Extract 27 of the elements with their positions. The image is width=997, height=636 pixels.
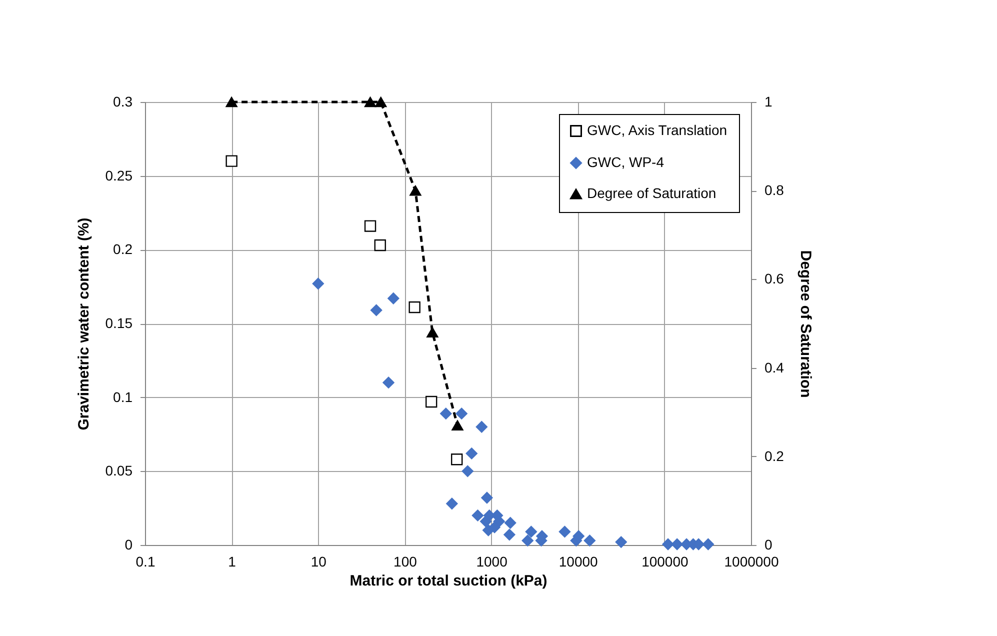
- y2-tick-label: 0.2: [764, 448, 784, 464]
- legend-label: GWC, WP-4: [587, 154, 664, 170]
- y-tick-label: 0.25: [105, 167, 133, 184]
- legend-label: GWC, Axis Translation: [587, 122, 728, 138]
- y2-tick-label: 0.6: [764, 270, 784, 287]
- x-tick-label: 1000: [476, 554, 508, 570]
- x-tick-label: 100: [394, 554, 418, 570]
- x-tick-label: 0.1: [136, 554, 156, 570]
- x-tick-label: 100000: [642, 554, 688, 570]
- x-tick-label: 10: [310, 554, 327, 570]
- x-tick-label: 10000: [558, 554, 598, 570]
- y2-tick-label: 0.8: [764, 182, 784, 198]
- x-axis-title: Matric or total suction (kPa): [350, 572, 548, 590]
- y2-tick-label: 1: [764, 94, 772, 110]
- y2-tick-label: 0: [764, 536, 772, 552]
- x-tick-label: 1000000: [724, 554, 779, 570]
- y2-tick-label: 0.4: [764, 359, 784, 376]
- y-tick-label: 0.05: [105, 462, 133, 479]
- y-axis-title: Gravimetric water content (%): [75, 218, 92, 430]
- y2-axis-title: Degree of Saturation: [796, 250, 814, 398]
- y-tick-label: 0: [124, 536, 133, 552]
- y-tick-label: 0.3: [113, 94, 133, 110]
- y-tick-label: 0.15: [105, 315, 133, 331]
- y-tick-label: 0.2: [113, 241, 133, 258]
- y-tick-label: 0.1: [113, 388, 133, 405]
- x-tick-label: 1: [228, 554, 236, 570]
- legend-label: Degree of Saturation: [587, 185, 716, 201]
